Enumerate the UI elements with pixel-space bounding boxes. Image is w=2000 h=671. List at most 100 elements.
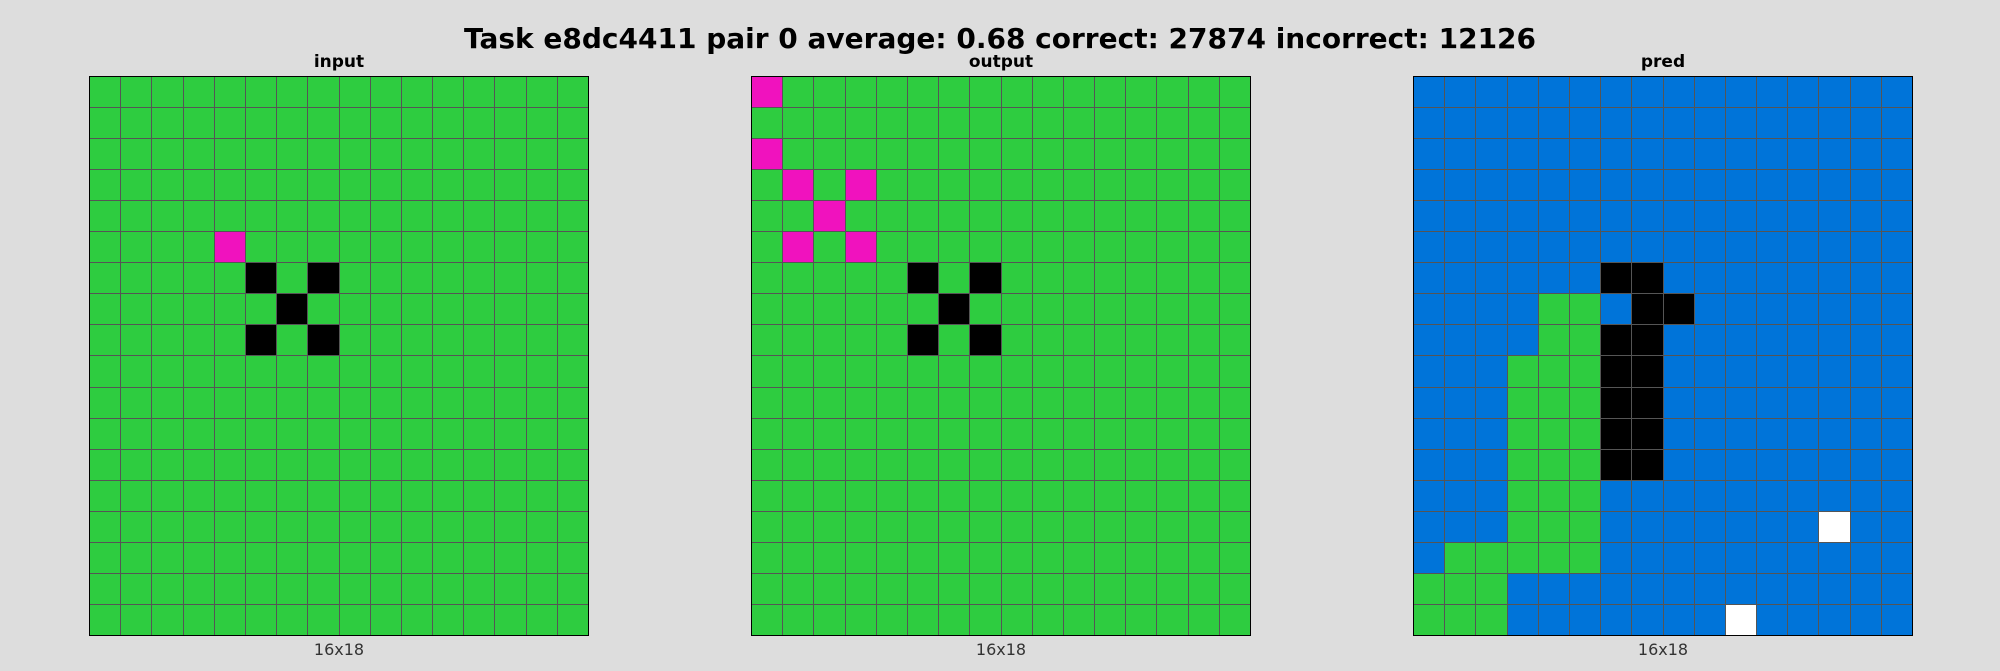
grid-cell [339, 449, 370, 480]
grid-cell [814, 542, 845, 573]
grid-cell [1694, 573, 1725, 604]
grid-cell [1032, 418, 1063, 449]
grid-cell [339, 201, 370, 232]
grid-cell [1663, 511, 1694, 542]
grid-cell [1126, 480, 1157, 511]
grid-cell [1001, 418, 1032, 449]
grid-cell [783, 418, 814, 449]
grid-cell [183, 573, 214, 604]
grid-cell [845, 294, 876, 325]
grid-cell [876, 232, 907, 263]
grid-cell [970, 201, 1001, 232]
grid-cell [121, 449, 152, 480]
grid-cell [121, 604, 152, 635]
grid-cell [939, 77, 970, 108]
grid-cell [121, 139, 152, 170]
grid-cell [370, 449, 401, 480]
grid-cell [464, 232, 495, 263]
grid-cell [121, 77, 152, 108]
grid-cell [526, 139, 557, 170]
grid-cell [433, 387, 464, 418]
grid-cell [970, 418, 1001, 449]
grid-cell [1819, 356, 1850, 387]
grid-cell [339, 418, 370, 449]
grid-cell [1476, 387, 1507, 418]
grid-cell [339, 108, 370, 139]
grid-cell [152, 449, 183, 480]
grid-cell [783, 511, 814, 542]
grid-cell [121, 201, 152, 232]
grid-cell [308, 170, 339, 201]
grid-cell [1063, 480, 1095, 511]
grid-cell [845, 449, 876, 480]
grid-cell [1032, 480, 1063, 511]
grid-cell [783, 356, 814, 387]
grid-cell [1001, 325, 1032, 356]
grid-cell [1819, 418, 1850, 449]
grid-cell [1414, 232, 1445, 263]
grid-cell [1663, 325, 1694, 356]
grid-cell [1881, 573, 1912, 604]
grid-cell [1157, 108, 1188, 139]
grid-cell [214, 139, 245, 170]
grid-cell [1757, 542, 1788, 573]
grid-cell [1032, 387, 1063, 418]
grid-cell [970, 573, 1001, 604]
grid-cell [783, 232, 814, 263]
grid-cell [1188, 294, 1219, 325]
grid-cell [1881, 325, 1912, 356]
grid-cell [152, 263, 183, 294]
grid-cell [1188, 449, 1219, 480]
grid-cell [1725, 201, 1757, 232]
grid-cell [876, 108, 907, 139]
grid-cell [1414, 356, 1445, 387]
grid-cell [939, 387, 970, 418]
grid-cell [907, 325, 939, 356]
grid-cell [526, 604, 557, 635]
grid-cell [1414, 263, 1445, 294]
grid-cell [907, 263, 939, 294]
grid-cell [783, 387, 814, 418]
grid-cell [495, 480, 526, 511]
grid-cell [1725, 108, 1757, 139]
grid-cell [183, 449, 214, 480]
grid-cell [495, 139, 526, 170]
grid-cell [907, 542, 939, 573]
grid-cell [1001, 511, 1032, 542]
grid-cell [557, 294, 588, 325]
grid-cell [495, 201, 526, 232]
grid-cell [1001, 449, 1032, 480]
grid-cell [557, 201, 588, 232]
grid-cell [152, 232, 183, 263]
grid-cell [308, 480, 339, 511]
grid-cell [401, 480, 433, 511]
grid-cell [1126, 356, 1157, 387]
grid-cell [970, 604, 1001, 635]
grid-cell [970, 232, 1001, 263]
grid-cell [1569, 480, 1601, 511]
grid-cell [90, 263, 121, 294]
grid-cell [1001, 573, 1032, 604]
grid-cell [1725, 573, 1757, 604]
grid-cell [1538, 449, 1569, 480]
grid-cell [1725, 325, 1757, 356]
grid-cell [752, 294, 783, 325]
grid-cell [1757, 108, 1788, 139]
grid-cell [370, 108, 401, 139]
grid-cell [152, 108, 183, 139]
grid-cell [245, 480, 277, 511]
grid-cell [814, 511, 845, 542]
grid-cell [1476, 139, 1507, 170]
grid-cell [752, 232, 783, 263]
grid-cell [277, 294, 308, 325]
grid-cell [121, 387, 152, 418]
grid-cell [1032, 263, 1063, 294]
grid-cell [1126, 542, 1157, 573]
grid-cell [401, 170, 433, 201]
grid-cell [339, 480, 370, 511]
grid-cell [1663, 480, 1694, 511]
grid-cell [214, 542, 245, 573]
grid-cell [1538, 325, 1569, 356]
grid-cell [1157, 170, 1188, 201]
grid-cell [1063, 139, 1095, 170]
